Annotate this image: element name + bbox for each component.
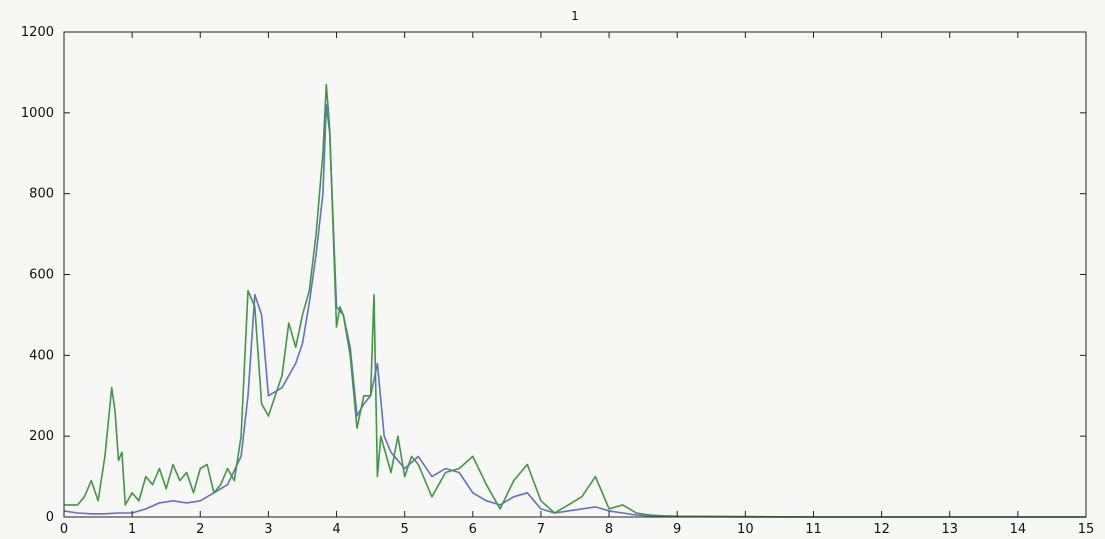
x-tick-label: 7 [537, 522, 545, 537]
y-tick-label: 0 [46, 510, 54, 525]
x-tick-labels: 0 1 2 3 4 5 6 7 8 9 10 11 12 13 14 15 [60, 522, 1094, 537]
x-tick-label: 4 [332, 522, 340, 537]
y-tick-labels: 0 200 400 600 800 1000 1200 [21, 25, 54, 525]
x-tick-label: 11 [805, 522, 822, 537]
x-tick-label: 5 [401, 522, 409, 537]
y-tick-label: 1000 [21, 106, 54, 121]
chart-title: 1 [571, 9, 579, 23]
y-tick-label: 200 [29, 429, 54, 444]
x-tick-label: 1 [128, 522, 136, 537]
x-tick-label: 6 [469, 522, 477, 537]
x-tick-label: 0 [60, 522, 68, 537]
y-tick-label: 600 [29, 268, 54, 283]
x-tick-label: 12 [873, 522, 890, 537]
x-tick-label: 10 [737, 522, 754, 537]
axis-ticks [63, 31, 1087, 518]
series-lines [63, 83, 1086, 518]
y-tick-label: 400 [29, 348, 54, 363]
series-line-2 [64, 83, 1086, 518]
x-tick-label: 13 [941, 522, 958, 537]
x-tick-label: 15 [1078, 522, 1095, 537]
x-tick-label: 8 [605, 522, 613, 537]
x-tick-label: 2 [196, 522, 204, 537]
x-tick-label: 3 [264, 522, 272, 537]
series-line-1 [63, 104, 1086, 518]
plot-background [64, 32, 1086, 517]
x-tick-label: 14 [1010, 522, 1027, 537]
y-tick-label: 1200 [21, 25, 54, 40]
x-tick-label: 9 [673, 522, 681, 537]
y-tick-label: 800 [29, 187, 54, 202]
